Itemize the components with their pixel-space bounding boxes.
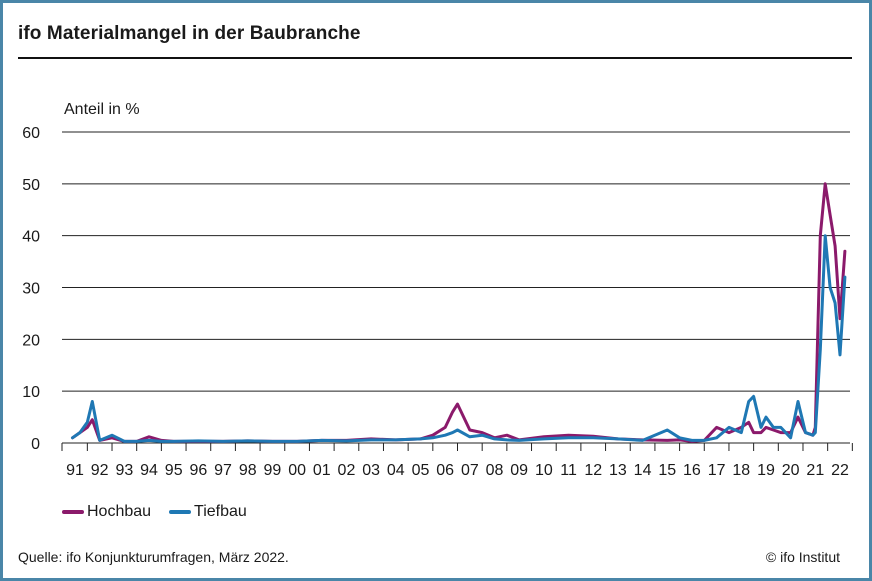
x-tick-label: 19	[757, 462, 775, 479]
x-tick-label: 14	[634, 462, 652, 479]
x-tick-label: 07	[461, 462, 479, 479]
x-tick-label: 06	[436, 462, 454, 479]
series-line-tiefbau	[71, 234, 847, 443]
copyright-note: © ifo Institut	[765, 549, 840, 565]
x-tick-label: 21	[806, 462, 824, 479]
chart-title: ifo Materialmangel in der Baubranche	[18, 23, 361, 44]
x-tick-label: 94	[140, 462, 158, 479]
y-tick-label: 0	[31, 436, 40, 453]
hochbau-swatch-icon	[62, 510, 84, 514]
x-tick-label: 96	[189, 462, 207, 479]
x-tick-label: 99	[264, 462, 282, 479]
y-tick-label: 60	[22, 125, 40, 142]
x-tick-label: 98	[239, 462, 257, 479]
y-tick-label: 30	[22, 281, 40, 298]
series-line-hochbau	[71, 182, 847, 443]
x-tick-label: 00	[288, 462, 306, 479]
source-note: Quelle: ifo Konjunkturumfragen, März 202…	[18, 549, 289, 565]
legend-item-hochbau: Hochbau	[62, 503, 151, 521]
x-tick-label: 02	[338, 462, 356, 479]
legend-label-tiefbau: Tiefbau	[194, 503, 247, 520]
x-tick-label: 04	[387, 462, 405, 479]
tiefbau-swatch-icon	[169, 510, 192, 514]
x-tick-label: 22	[831, 462, 849, 479]
x-tick-label: 97	[214, 462, 232, 479]
legend-item-tiefbau: Tiefbau	[169, 503, 247, 521]
x-tick-label: 01	[313, 462, 331, 479]
x-tick-label: 11	[560, 462, 577, 479]
x-tick-label: 12	[584, 462, 602, 479]
x-tick-label: 09	[510, 462, 528, 479]
x-tick-label: 03	[362, 462, 380, 479]
y-tick-label: 10	[22, 384, 40, 401]
x-tick-label: 08	[486, 462, 504, 479]
x-tick-label: 92	[91, 462, 109, 479]
x-tick-label: 17	[708, 462, 726, 479]
y-tick-label: 20	[22, 332, 40, 349]
x-tick-label: 13	[609, 462, 627, 479]
x-tick-label: 91	[66, 462, 84, 479]
y-axis-label: Anteil in %	[64, 101, 140, 118]
x-tick-label: 20	[782, 462, 800, 479]
y-tick-label: 40	[22, 229, 40, 246]
x-tick-label: 95	[165, 462, 183, 479]
y-tick-label: 50	[22, 177, 40, 194]
x-tick-label: 15	[658, 462, 676, 479]
x-tick-label: 18	[732, 462, 750, 479]
x-tick-label: 93	[115, 462, 133, 479]
x-tick-label: 16	[683, 462, 701, 479]
x-tick-label: 10	[535, 462, 553, 479]
legend-label-hochbau: Hochbau	[87, 503, 152, 520]
title-divider	[18, 57, 852, 59]
x-tick-label: 05	[412, 462, 430, 479]
legend: Hochbau Tiefbau	[62, 503, 247, 521]
